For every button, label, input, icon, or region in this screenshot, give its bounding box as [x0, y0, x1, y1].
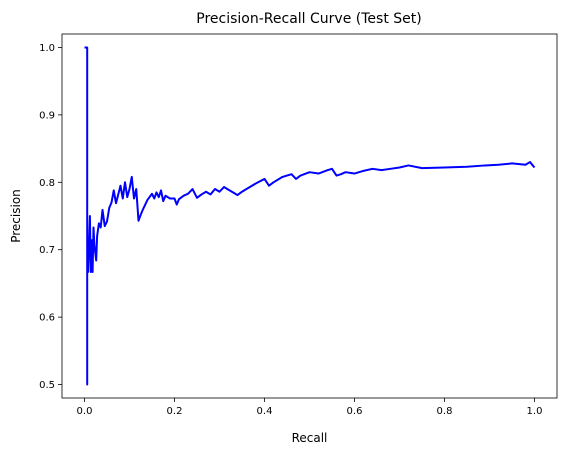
plot-area — [61, 33, 558, 399]
y-tick-label: 0.8 — [39, 178, 55, 189]
y-tick-label: 0.6 — [39, 313, 55, 324]
pr-curve-line — [84, 46, 536, 386]
x-axis-label: Recall — [292, 431, 328, 445]
y-tick-label: 0.7 — [39, 245, 55, 256]
y-axis-label: Precision — [9, 189, 23, 243]
x-tick-label: 0.2 — [167, 406, 183, 417]
x-tick-label: 0.0 — [77, 406, 93, 417]
x-tick-label: 0.4 — [257, 406, 273, 417]
x-axis: 0.0 0.2 0.4 0.6 0.8 1.0 — [77, 398, 543, 417]
plot-background — [62, 34, 557, 398]
plot-frame — [61, 33, 558, 399]
x-tick-label: 0.6 — [347, 406, 363, 417]
y-tick-label: 0.9 — [39, 110, 55, 121]
chart-title: Precision-Recall Curve (Test Set) — [196, 11, 421, 27]
y-axis: 0.5 0.6 0.7 0.8 0.9 1.0 — [39, 43, 62, 391]
series-layer — [84, 46, 536, 386]
y-tick-label: 1.0 — [39, 43, 55, 54]
x-tick-label: 1.0 — [527, 406, 543, 417]
y-tick-label: 0.5 — [39, 380, 55, 391]
x-tick-label: 0.8 — [437, 406, 453, 417]
